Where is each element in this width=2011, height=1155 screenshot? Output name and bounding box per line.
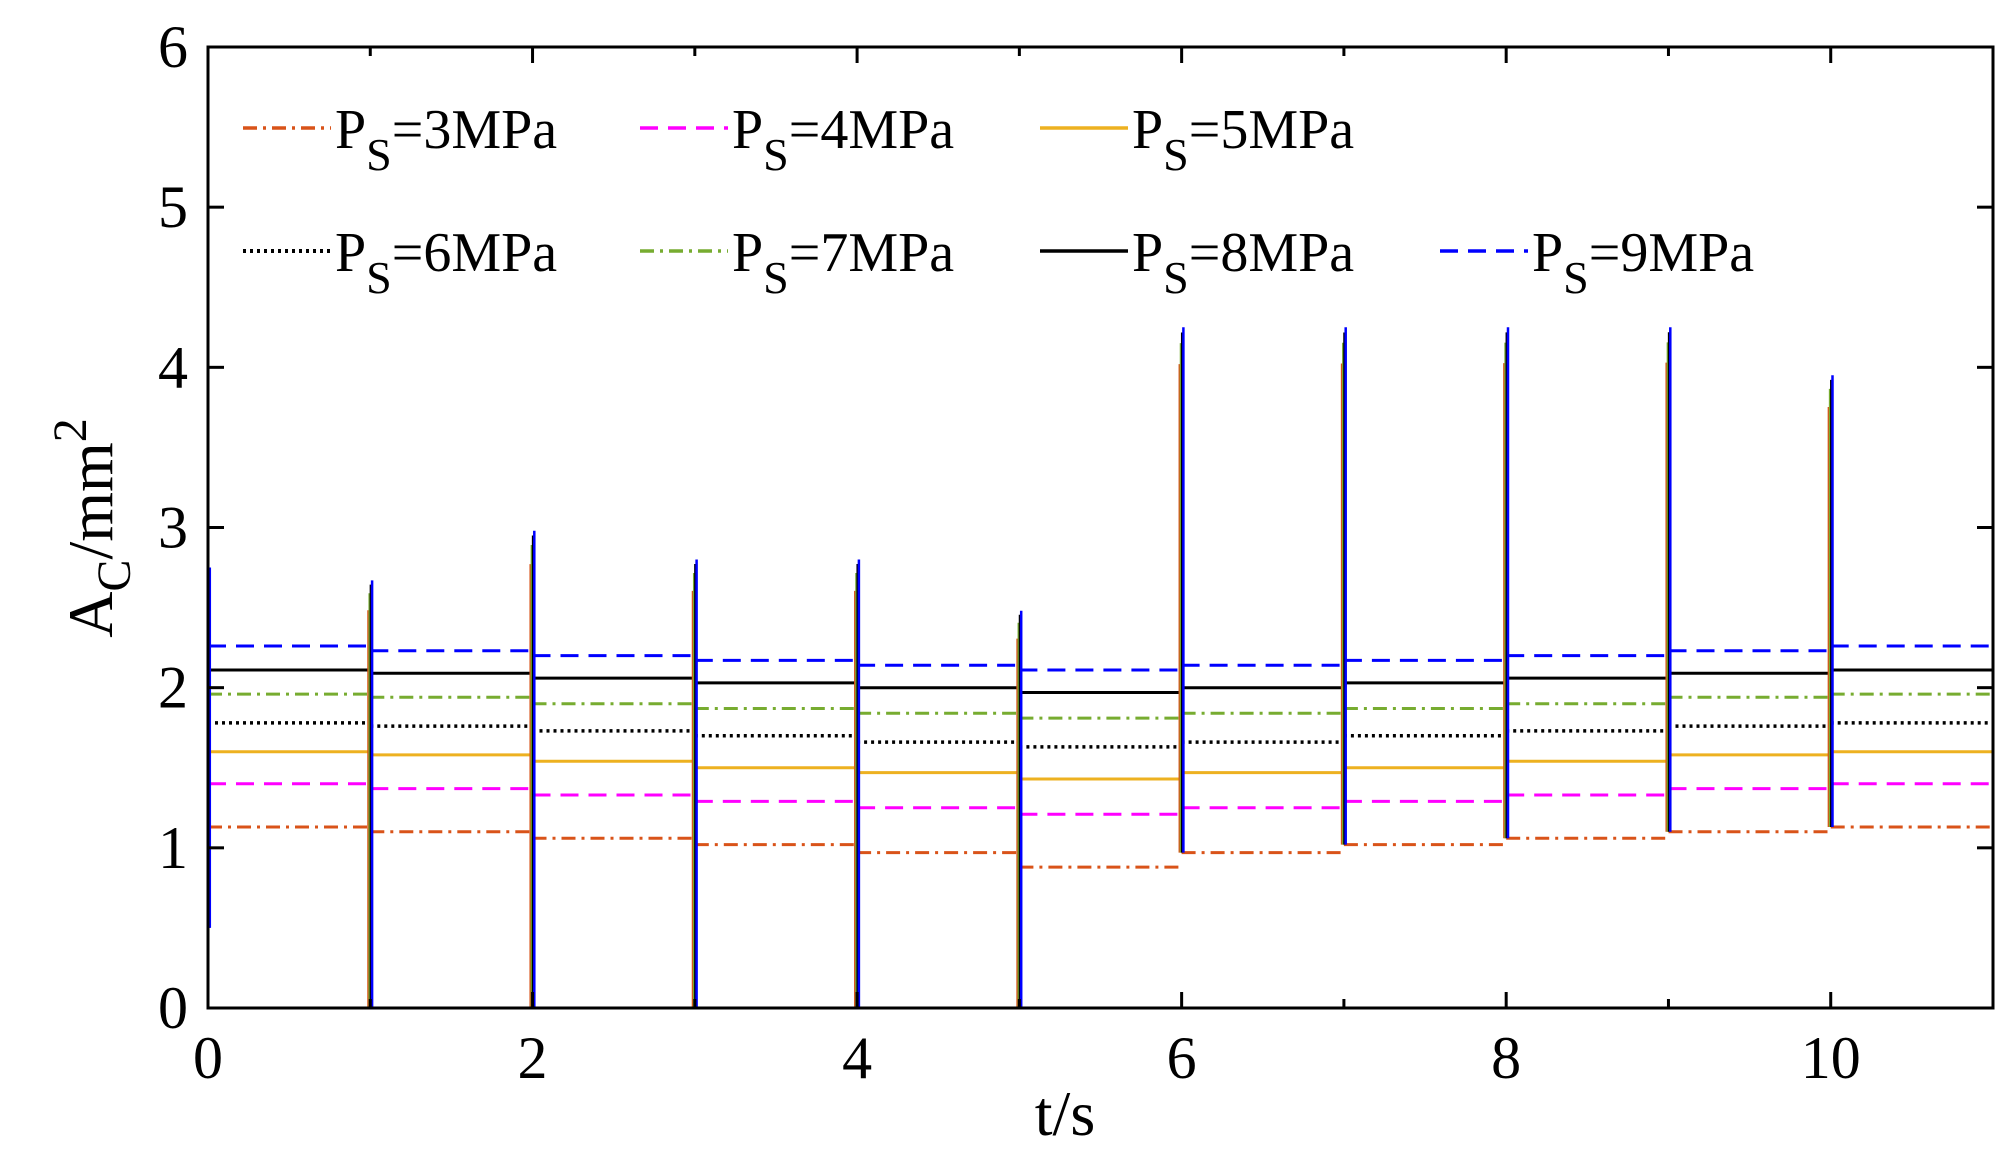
- legend-item-ps=4mpa: PS=4MPa: [640, 99, 954, 180]
- transient-spike-3: [691, 559, 698, 1008]
- y-axis-label-base: A: [55, 592, 126, 638]
- legend-label: PS=9MPa: [1532, 222, 1754, 303]
- transient-spike-5: [1016, 610, 1023, 1008]
- x-tick-label: 4: [842, 1025, 872, 1091]
- x-tick-label: 0: [193, 1025, 223, 1091]
- y-tick-label: 2: [158, 655, 188, 721]
- transient-spike-2: [529, 530, 536, 1008]
- y-axis-label-unit: /mm: [55, 442, 126, 559]
- legend-item-ps=5mpa: PS=5MPa: [1040, 99, 1354, 180]
- legend-label: PS=4MPa: [732, 99, 954, 180]
- axis-ticks: 0 2 4 6 8 10 0 1 2 3 4 5 6: [158, 14, 1995, 1091]
- legend-item-ps=6mpa: PS=6MPa: [243, 222, 557, 303]
- y-axis-label-sub: C: [88, 560, 141, 592]
- legend-item-ps=8mpa: PS=8MPa: [1040, 222, 1354, 303]
- y-tick-label: 3: [158, 495, 188, 561]
- series-line-ps=8mpa: [208, 668, 1993, 694]
- series-line-ps=5mpa: [208, 750, 1993, 781]
- y-axis-label: AC/mm2: [44, 418, 141, 638]
- transient-spike-4: [854, 559, 861, 1008]
- y-tick-label: 5: [158, 174, 188, 240]
- transient-spike-9: [1665, 327, 1672, 832]
- transient-spike-6: [1178, 327, 1185, 853]
- legend-label: PS=5MPa: [1132, 99, 1354, 180]
- legend-label: PS=3MPa: [335, 99, 557, 180]
- legend-label: PS=7MPa: [732, 222, 954, 303]
- plot-area: [208, 327, 1993, 1008]
- legend-item-ps=7mpa: PS=7MPa: [640, 222, 954, 303]
- transient-spike-7: [1340, 327, 1347, 845]
- y-axis-label-sup: 2: [44, 418, 97, 442]
- legend-label: PS=6MPa: [335, 222, 557, 303]
- x-tick-label: 10: [1801, 1025, 1861, 1091]
- legend: PS=3MPa PS=4MPa PS=5MPa PS=6MPa PS=7MPa PS=8M…: [243, 99, 1754, 303]
- legend-item-ps=9mpa: PS=9MPa: [1440, 222, 1754, 303]
- transient-spike-1: [367, 580, 374, 1008]
- y-tick-label: 1: [158, 815, 188, 881]
- x-axis-label: t/s: [1035, 1078, 1095, 1149]
- transient-spike-10: [1827, 375, 1834, 827]
- series-group: [208, 327, 1993, 1008]
- legend-label: PS=8MPa: [1132, 222, 1354, 303]
- y-tick-label: 0: [158, 975, 188, 1041]
- legend-item-ps=3mpa: PS=3MPa: [243, 99, 557, 180]
- x-tick-label: 6: [1167, 1025, 1197, 1091]
- transient-spike-8: [1503, 327, 1510, 839]
- y-tick-label: 6: [158, 14, 188, 80]
- y-tick-label: 4: [158, 334, 188, 400]
- x-tick-label: 2: [518, 1025, 548, 1091]
- x-tick-label: 8: [1491, 1025, 1521, 1091]
